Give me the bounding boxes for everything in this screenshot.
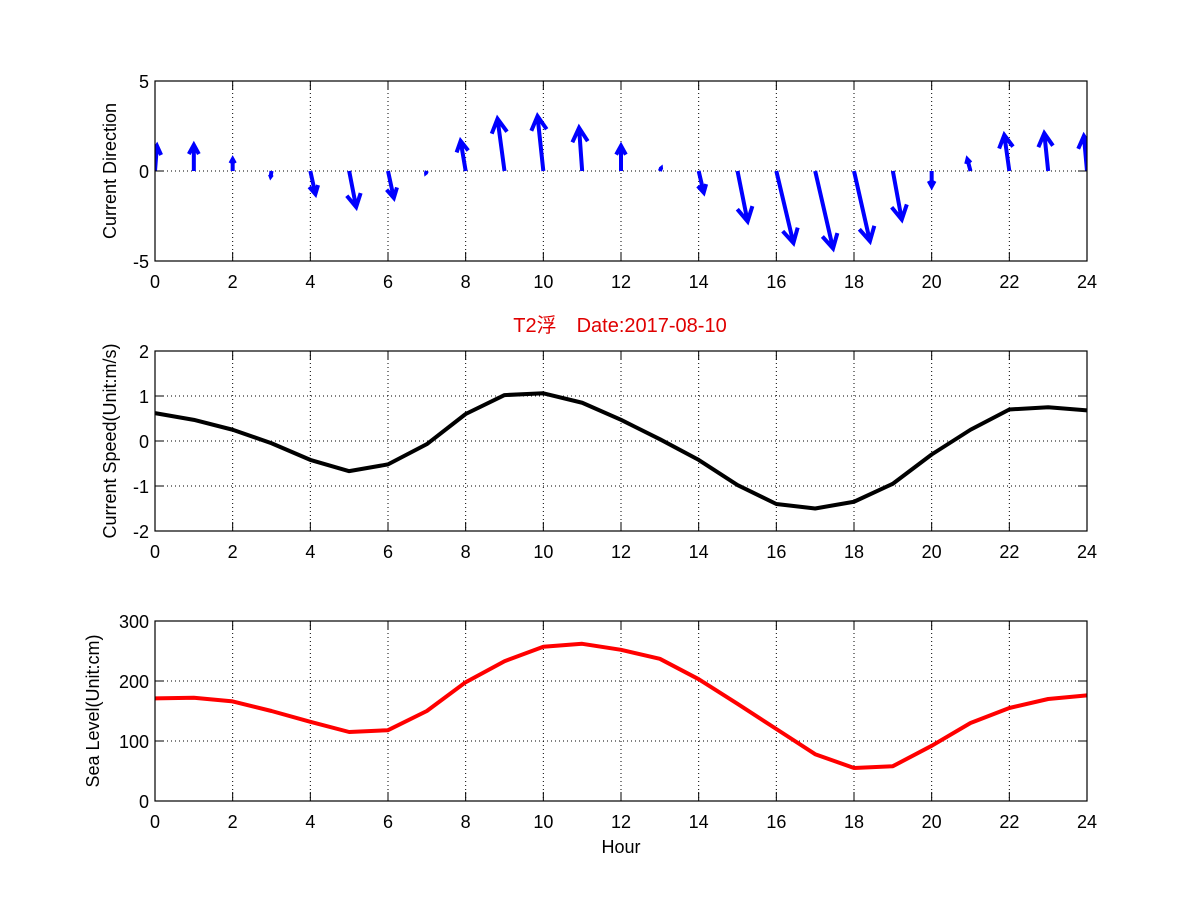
quiver-arrow: [155, 141, 163, 172]
quiver-arrow: [423, 170, 429, 177]
quiver-arrow: [852, 170, 877, 246]
y-tick-label: -2: [133, 522, 149, 542]
x-tick-label: 22: [999, 542, 1019, 562]
x-tick-label: 12: [611, 542, 631, 562]
x-tick-label: 24: [1077, 542, 1097, 562]
quiver-arrow: [774, 170, 800, 248]
x-tick-label: 14: [689, 542, 709, 562]
x-tick-label: 4: [305, 272, 315, 292]
quiver-arrow: [307, 170, 320, 199]
x-tick-label: 14: [689, 812, 709, 832]
x-tick-label: 22: [999, 272, 1019, 292]
y-axis-label: Current Direction: [100, 103, 120, 239]
y-tick-label: 0: [139, 792, 149, 812]
x-tick-label: 10: [533, 542, 553, 562]
x-tick-label: 8: [461, 272, 471, 292]
quiver-arrow: [489, 114, 509, 172]
x-tick-label: 0: [150, 542, 160, 562]
chart-title: T2浮 Date:2017-08-10: [513, 314, 726, 337]
quiver-arrow: [997, 130, 1015, 172]
y-tick-label: -5: [133, 252, 149, 272]
x-tick-label: 20: [922, 542, 942, 562]
quiver-arrow: [385, 170, 399, 203]
x-tick-label: 24: [1077, 272, 1097, 292]
x-tick-label: 2: [228, 542, 238, 562]
y-tick-label: 200: [119, 672, 149, 692]
x-tick-label: 10: [533, 272, 553, 292]
x-tick-label: 22: [999, 812, 1019, 832]
quiver-arrow: [1036, 129, 1055, 172]
x-tick-label: 18: [844, 272, 864, 292]
x-tick-label: 8: [461, 812, 471, 832]
y-tick-label: 300: [119, 612, 149, 632]
x-tick-label: 10: [533, 812, 553, 832]
y-axis-label: Sea Level(Unit:cm): [83, 634, 103, 787]
x-tick-label: 20: [922, 812, 942, 832]
x-tick-label: 14: [689, 272, 709, 292]
x-tick-label: 24: [1077, 812, 1097, 832]
y-tick-label: 5: [139, 72, 149, 92]
y-axis-label: Current Speed(Unit:m/s): [100, 343, 120, 538]
quiver-arrow: [657, 164, 664, 172]
quiver-arrow: [268, 170, 274, 181]
quiver-arrow: [614, 141, 628, 171]
quiver-arrow: [1076, 131, 1087, 172]
quiver-arrow: [926, 171, 937, 191]
quiver-arrow: [813, 170, 840, 253]
x-tick-label: 6: [383, 542, 393, 562]
y-tick-label: 100: [119, 732, 149, 752]
x-axis-label: Hour: [601, 837, 640, 857]
quiver-arrow: [187, 140, 201, 171]
y-tick-label: 1: [139, 387, 149, 407]
quiver-arrow: [696, 170, 709, 197]
x-tick-label: 2: [228, 272, 238, 292]
quiver-arrow: [454, 136, 470, 172]
y-tick-label: 2: [139, 342, 149, 362]
y-tick-label: -1: [133, 477, 149, 497]
quiver-arrow: [570, 123, 590, 172]
quiver-arrow: [964, 155, 973, 172]
quiver-arrow: [345, 170, 363, 212]
x-tick-label: 16: [766, 542, 786, 562]
quiver-arrow: [735, 170, 755, 226]
x-tick-label: 12: [611, 272, 631, 292]
x-tick-label: 16: [766, 812, 786, 832]
x-tick-label: 2: [228, 812, 238, 832]
quiver-arrow: [228, 155, 237, 171]
x-tick-label: 4: [305, 812, 315, 832]
quiver-group: [155, 111, 1087, 253]
x-tick-label: 8: [461, 542, 471, 562]
x-tick-label: 16: [766, 272, 786, 292]
x-tick-label: 12: [611, 812, 631, 832]
x-tick-label: 6: [383, 272, 393, 292]
x-tick-label: 18: [844, 812, 864, 832]
y-tick-label: 0: [139, 162, 149, 182]
x-tick-label: 18: [844, 542, 864, 562]
quiver-arrow: [890, 170, 909, 224]
y-tick-label: 0: [139, 432, 149, 452]
x-tick-label: 0: [150, 272, 160, 292]
x-tick-label: 4: [305, 542, 315, 562]
x-tick-label: 0: [150, 812, 160, 832]
quiver-arrow: [529, 111, 549, 172]
x-tick-label: 20: [922, 272, 942, 292]
x-tick-label: 6: [383, 812, 393, 832]
